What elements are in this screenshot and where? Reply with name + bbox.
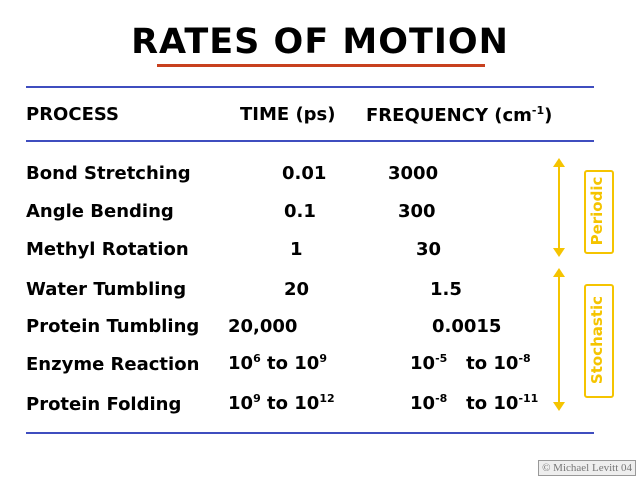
time-folding-base1: 10 (228, 393, 254, 414)
header-frequency-text: FREQUENCY (cm (366, 105, 532, 126)
process-bond-stretching: Bond Stretching (26, 163, 191, 184)
freq-enzyme-exp2: -8 (518, 352, 531, 365)
periodic-label: Periodic (588, 176, 606, 246)
time-enzyme-to: to (267, 353, 288, 374)
freq-folding-exp1: -8 (435, 392, 448, 405)
process-angle-bending: Angle Bending (26, 201, 174, 222)
stochastic-arrow-down-icon (553, 402, 565, 411)
time-water-tumbling: 20 (284, 279, 310, 300)
time-enzyme-reaction: 106 to 109 (228, 352, 327, 374)
time-enzyme-base1: 10 (228, 353, 254, 374)
stochastic-label-box (584, 284, 614, 398)
page-title: RATES OF MOTION (131, 22, 509, 62)
periodic-arrow-down-icon (553, 248, 565, 257)
stochastic-label: Stochastic (588, 295, 606, 385)
time-methyl-rotation: 1 (290, 239, 303, 260)
periodic-arrow-up-icon (553, 158, 565, 167)
time-folding-exp1: 9 (253, 392, 261, 405)
periodic-label-box (584, 170, 614, 254)
freq-protein-folding: 10-8 to 10-11 (410, 392, 538, 414)
header-frequency-close: ) (544, 105, 553, 126)
time-folding-base2: 10 (294, 393, 320, 414)
freq-methyl-rotation: 30 (416, 239, 442, 260)
header-process: PROCESS (26, 104, 119, 125)
freq-enzyme-reaction: 10-5 to 10-8 (410, 352, 531, 374)
freq-folding-base2: 10 (493, 393, 519, 414)
time-enzyme-base2: 10 (294, 353, 320, 374)
title-underline (157, 64, 485, 67)
process-protein-tumbling: Protein Tumbling (26, 316, 200, 337)
header-frequency-sup: -1 (531, 104, 545, 117)
freq-water-tumbling: 1.5 (430, 279, 462, 300)
header-frequency: FREQUENCY (cm-1) (366, 104, 552, 126)
freq-enzyme-exp1: -5 (435, 352, 448, 365)
time-angle-bending: 0.1 (284, 201, 316, 222)
process-protein-folding: Protein Folding (26, 394, 182, 415)
freq-enzyme-to: to (466, 353, 488, 374)
time-protein-folding: 109 to 1012 (228, 392, 335, 414)
time-folding-to: to (267, 393, 288, 414)
top-rule (26, 86, 594, 88)
freq-angle-bending: 300 (398, 201, 436, 222)
time-folding-exp2: 12 (319, 392, 335, 405)
process-water-tumbling: Water Tumbling (26, 279, 187, 300)
process-enzyme-reaction: Enzyme Reaction (26, 354, 200, 375)
header-time: TIME (ps) (240, 104, 336, 125)
freq-enzyme-base1: 10 (410, 353, 436, 374)
copyright-notice: © Michael Levitt 04 (538, 460, 636, 476)
freq-bond-stretching: 3000 (388, 163, 439, 184)
time-enzyme-exp1: 6 (253, 352, 261, 365)
freq-folding-to: to (466, 393, 488, 414)
bottom-rule (26, 432, 594, 434)
freq-enzyme-base2: 10 (493, 353, 519, 374)
time-bond-stretching: 0.01 (282, 163, 327, 184)
freq-folding-exp2: -11 (518, 392, 539, 405)
freq-protein-tumbling: 0.0015 (432, 316, 502, 337)
time-enzyme-exp2: 9 (319, 352, 327, 365)
time-protein-tumbling: 20,000 (228, 316, 298, 337)
header-rule (26, 140, 594, 142)
process-methyl-rotation: Methyl Rotation (26, 239, 189, 260)
periodic-bracket-line (558, 166, 560, 248)
stochastic-bracket-line (558, 276, 560, 402)
stochastic-arrow-up-icon (553, 268, 565, 277)
freq-folding-base1: 10 (410, 393, 436, 414)
